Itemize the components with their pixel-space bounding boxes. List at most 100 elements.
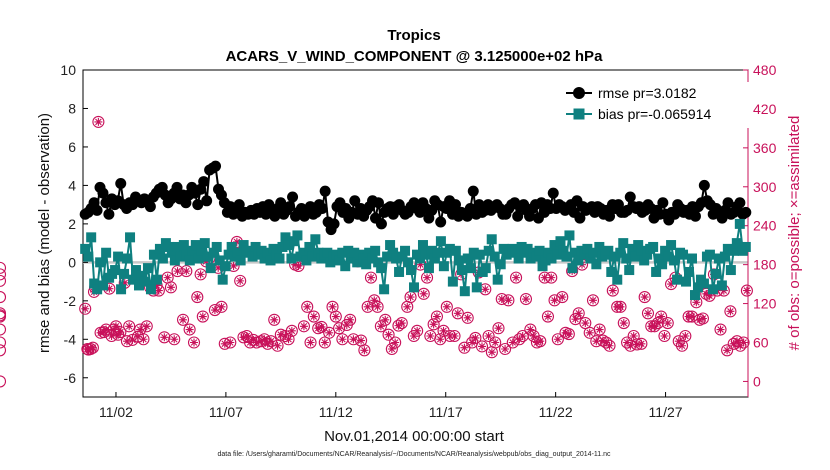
bias-point — [627, 243, 638, 254]
obs-possible-circle — [307, 310, 320, 323]
bias-point — [468, 247, 479, 258]
obs-possible-circle — [430, 310, 443, 323]
obs-count-marker — [499, 342, 512, 356]
rmse-point — [115, 177, 127, 189]
x-tick-label: 11/07 — [209, 404, 243, 420]
obs-assimilated-asterisk — [263, 339, 272, 348]
bias-point — [304, 241, 315, 252]
obs-possible-circle — [696, 312, 709, 325]
bias-point — [618, 238, 629, 249]
bias-point — [265, 255, 276, 266]
obs-assimilated-asterisk — [252, 338, 261, 347]
obs-count-marker — [430, 310, 443, 323]
bias-point — [199, 238, 210, 249]
obs-possible-circle — [347, 333, 360, 346]
obs-possible-circle — [304, 336, 317, 349]
obs-assimilated-asterisk — [342, 320, 351, 329]
bias-point — [525, 253, 536, 264]
obs-possible-circle — [0, 291, 7, 304]
bias-point — [151, 274, 162, 285]
y-tick-label: -2 — [64, 293, 77, 309]
y-right-tick-label: 120 — [753, 296, 777, 312]
obs-assimilated-asterisk — [463, 313, 472, 322]
obs-assimilated-asterisk — [331, 312, 340, 321]
obs-assimilated-asterisk — [246, 338, 255, 347]
obs-assimilated-asterisk — [109, 325, 118, 334]
obs-assimilated-asterisk — [605, 341, 614, 350]
obs-count-marker — [114, 326, 127, 339]
obs-assimilated-asterisk — [439, 326, 448, 335]
obs-assimilated-asterisk — [196, 270, 205, 279]
bias-point — [98, 280, 109, 291]
y-tick-label: 2 — [68, 216, 76, 232]
obs-assimilated-asterisk — [239, 333, 248, 342]
bias-point — [672, 274, 683, 285]
bias-point — [220, 261, 231, 272]
obs-assimilated-asterisk — [547, 273, 556, 282]
obs-count-marker — [469, 331, 482, 345]
obs-possible-circle — [510, 271, 523, 284]
obs-assimilated-asterisk — [210, 306, 219, 315]
obs-assimilated-asterisk — [394, 321, 403, 330]
rmse-point — [574, 212, 586, 224]
obs-count-marker — [562, 328, 575, 341]
y-right-tick-label: 420 — [753, 101, 777, 117]
obs-assimilated-asterisk — [504, 296, 513, 305]
obs-possible-circle — [271, 339, 284, 352]
obs-count-marker — [519, 292, 533, 306]
obs-possible-circle — [315, 320, 328, 333]
y-axis-label: rmse and bias (model - observation) — [36, 113, 53, 353]
chart-subtitle: ACARS_V_WIND_COMPONENT @ 3.125000e+02 hP… — [226, 48, 604, 65]
rmse-point — [624, 191, 636, 203]
obs-assimilated-asterisk — [484, 332, 493, 341]
bias-point — [513, 253, 524, 264]
obs-assimilated-asterisk — [232, 237, 241, 246]
bias-point — [391, 253, 402, 264]
obs-possible-circle — [0, 375, 7, 388]
bias-point — [190, 240, 201, 251]
bias-point — [343, 245, 354, 256]
obs-possible-circle — [176, 313, 190, 326]
bias-point — [483, 245, 494, 256]
obs-count-marker — [548, 294, 561, 307]
obs-assimilated-asterisk — [320, 338, 329, 347]
bias-point — [119, 268, 130, 279]
bias-point — [540, 255, 551, 266]
bias-point — [223, 249, 234, 260]
x-axis-label: Nov.01,2014 00:00:00 start — [324, 428, 505, 445]
obs-count-marker — [451, 307, 464, 320]
y-right-tick-label: 480 — [753, 62, 777, 78]
bias-point — [492, 274, 503, 285]
obs-assimilated-asterisk — [360, 346, 369, 355]
obs-count-marker — [641, 307, 655, 320]
obs-count-marker — [506, 336, 519, 349]
legend-rmse-marker — [573, 87, 585, 99]
obs-possible-circle — [600, 336, 613, 349]
obs-count-marker — [336, 333, 349, 346]
legend-bias-marker — [573, 108, 585, 120]
bias-point — [663, 251, 674, 262]
obs-count-marker — [0, 291, 7, 304]
obs-assimilated-asterisk — [349, 335, 358, 344]
obs-assimilated-asterisk — [105, 284, 114, 293]
y-right-tick-label: 240 — [753, 218, 777, 234]
obs-assimilated-asterisk — [616, 302, 625, 311]
obs-count-marker — [593, 323, 606, 336]
obs-count-marker — [395, 316, 408, 330]
obs-assimilated-asterisk — [384, 330, 393, 339]
obs-possible-circle — [364, 271, 378, 284]
bias-point — [573, 255, 584, 266]
y-right-tick-label: 180 — [753, 257, 777, 273]
obs-count-marker — [572, 307, 585, 320]
obs-count-marker — [318, 336, 331, 349]
obs-assimilated-asterisk — [515, 335, 524, 344]
bias-point — [642, 249, 653, 260]
bias-point — [591, 259, 602, 270]
bias-point — [313, 247, 324, 258]
obs-count-marker — [734, 339, 747, 352]
obs-assimilated-asterisk — [585, 328, 594, 337]
obs-assimilated-asterisk — [406, 293, 415, 302]
obs-count-marker — [240, 329, 253, 343]
obs-possible-circle — [0, 274, 7, 287]
obs-count-marker — [140, 320, 153, 333]
